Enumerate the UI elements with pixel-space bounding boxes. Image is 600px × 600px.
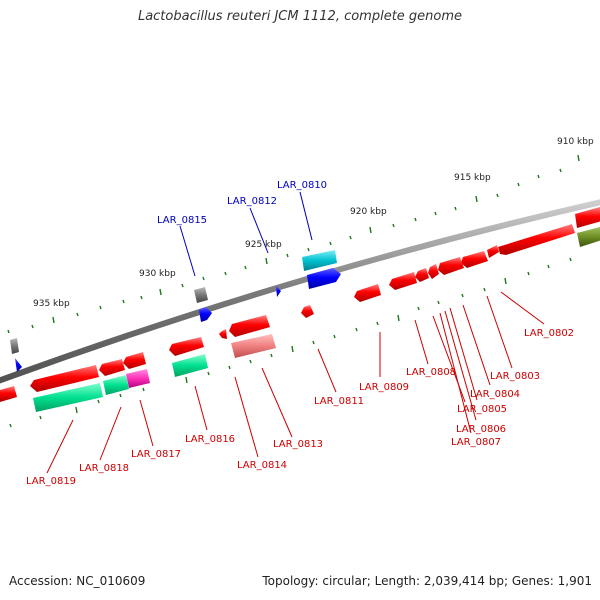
reverse-strand-genes xyxy=(0,224,575,412)
gene-LAR_0810-blue[interactable] xyxy=(307,268,341,289)
gene-LAR_0809[interactable] xyxy=(354,284,381,302)
gene-LAR_0811[interactable] xyxy=(301,305,314,318)
label-leader-lines-blue xyxy=(179,191,313,277)
gene-LAR_0818-green[interactable] xyxy=(103,375,129,395)
gene-LAR_0808[interactable] xyxy=(389,272,417,290)
gene-label-LAR_0814[interactable]: LAR_0814 xyxy=(237,460,287,471)
gene-LAR_0818-red[interactable] xyxy=(99,359,125,376)
gene-label-LAR_0802[interactable]: LAR_0802 xyxy=(524,328,574,339)
gene-label-LAR_0817[interactable]: LAR_0817 xyxy=(131,449,181,460)
gene-label-LAR_0810[interactable]: LAR_0810 xyxy=(277,180,327,191)
scale-label-915: 915 kbp xyxy=(454,173,491,183)
gene-LAR_0812-blue[interactable] xyxy=(276,286,281,297)
gene-LAR_0813-salmon[interactable] xyxy=(231,334,276,358)
gene-LAR_0815-blue[interactable] xyxy=(199,307,212,322)
gene-label-LAR_0815[interactable]: LAR_0815 xyxy=(157,215,207,226)
gene-LAR_0815-gray[interactable] xyxy=(194,287,208,303)
scale-label-930: 930 kbp xyxy=(139,269,176,279)
gene-LAR_0806[interactable] xyxy=(428,264,439,279)
topology-text: Topology: circular; Length: 2,039,414 bp… xyxy=(262,574,592,588)
gene-LAR_0819-green[interactable] xyxy=(33,383,103,412)
gene-label-LAR_0816[interactable]: LAR_0816 xyxy=(185,434,235,445)
gene-LAR_0807[interactable] xyxy=(415,268,429,282)
accession-text: Accession: NC_010609 xyxy=(9,574,146,588)
gene-left-gray[interactable] xyxy=(10,338,19,354)
gene-LAR_0817-pink[interactable] xyxy=(126,369,150,388)
gene-LAR_0814[interactable] xyxy=(219,329,227,339)
gene-label-LAR_0806[interactable]: LAR_0806 xyxy=(456,424,506,435)
gene-right-red[interactable] xyxy=(575,207,600,228)
gene-label-LAR_0818[interactable]: LAR_0818 xyxy=(79,463,129,474)
gene-LAR_0803[interactable] xyxy=(487,245,499,258)
gene-right-olive[interactable] xyxy=(577,227,600,247)
forward-strand-genes xyxy=(10,207,600,372)
scale-label-925: 925 kbp xyxy=(245,240,282,250)
gene-label-LAR_0811[interactable]: LAR_0811 xyxy=(314,396,364,407)
gene-label-LAR_0807[interactable]: LAR_0807 xyxy=(451,437,501,448)
gene-LAR_0802[interactable] xyxy=(498,224,575,255)
scale-ticks-inner xyxy=(9,257,572,428)
scale-ticks-outer xyxy=(7,154,580,334)
gene-LAR_0813-red[interactable] xyxy=(229,315,270,337)
gene-LAR_0816-green[interactable] xyxy=(172,354,208,377)
gene-label-LAR_0808[interactable]: LAR_0808 xyxy=(406,367,456,378)
genome-title: Lactobacillus reuteri JCM 1112, complete… xyxy=(137,9,463,24)
gene-left-blue[interactable] xyxy=(15,358,22,372)
gene-LAR_0804[interactable] xyxy=(461,251,488,268)
gene-LAR_0805[interactable] xyxy=(438,257,464,275)
gene-left-edge-red[interactable] xyxy=(0,386,17,402)
scale-label-910: 910 kbp xyxy=(557,137,594,147)
gene-LAR_0817-red[interactable] xyxy=(123,352,146,369)
gene-label-LAR_0812[interactable]: LAR_0812 xyxy=(227,196,277,207)
gene-LAR_0819-red[interactable] xyxy=(30,365,99,392)
gene-label-LAR_0809[interactable]: LAR_0809 xyxy=(359,382,409,393)
gene-label-LAR_0803[interactable]: LAR_0803 xyxy=(490,371,540,382)
gene-LAR_0816-red[interactable] xyxy=(169,337,204,356)
gene-label-LAR_0804[interactable]: LAR_0804 xyxy=(470,389,520,400)
scale-label-920: 920 kbp xyxy=(350,207,387,217)
gene-label-LAR_0805[interactable]: LAR_0805 xyxy=(457,404,507,415)
label-leader-lines-red xyxy=(46,291,545,474)
genome-backbone xyxy=(0,199,600,384)
gene-label-LAR_0819[interactable]: LAR_0819 xyxy=(26,476,76,487)
gene-label-LAR_0813[interactable]: LAR_0813 xyxy=(273,439,323,450)
scale-label-935: 935 kbp xyxy=(33,299,70,309)
gene-LAR_0810-teal[interactable] xyxy=(302,250,337,271)
